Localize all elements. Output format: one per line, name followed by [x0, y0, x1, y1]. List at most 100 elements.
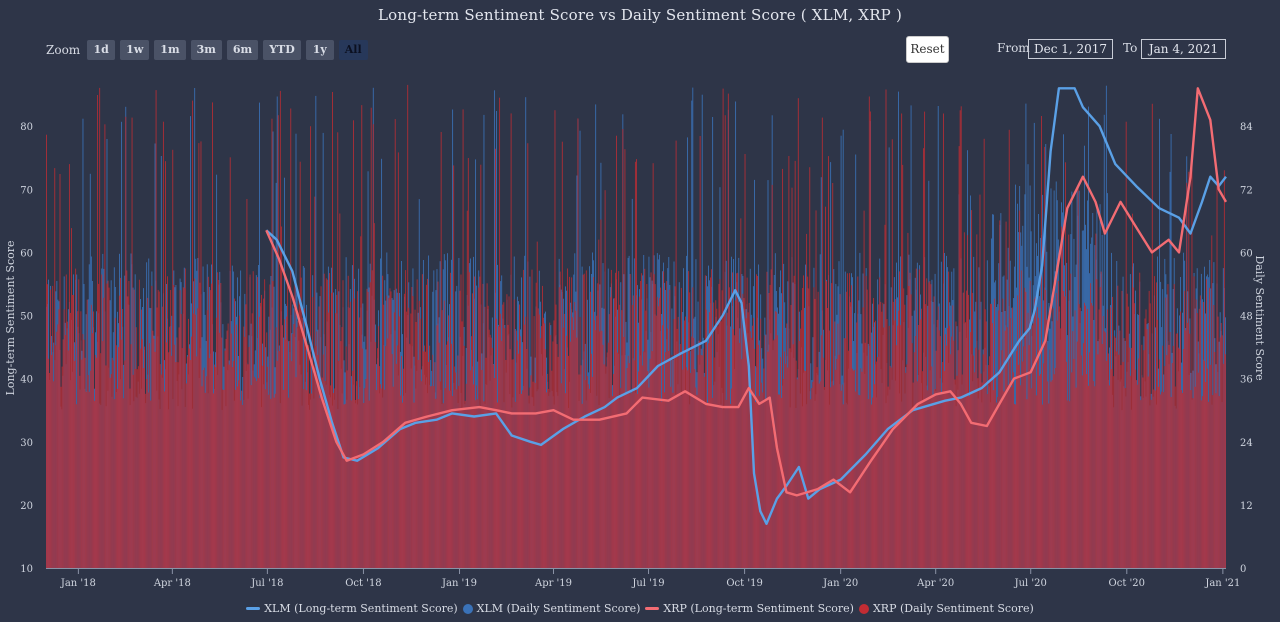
xrp-daily-bar [861, 371, 863, 568]
xrp-daily-bar [466, 210, 468, 568]
xrp-daily-bar [183, 288, 185, 568]
xrp-daily-bar [744, 154, 746, 568]
zoom-ytd-button[interactable]: YTD [263, 40, 301, 60]
xrp-daily-bar [1130, 347, 1132, 568]
zoom-1y-button[interactable]: 1y [305, 40, 334, 60]
x-tick-label: Jan '21 [1204, 578, 1240, 589]
zoom-1w-button[interactable]: 1w [120, 40, 150, 60]
xrp-daily-bar [859, 395, 861, 568]
xrp-daily-bar [650, 272, 652, 568]
xrp-daily-bar [1206, 279, 1207, 568]
xrp-daily-bar [298, 298, 300, 568]
xrp-daily-bar [542, 285, 543, 568]
xrp-daily-bar [1025, 291, 1027, 568]
xrp-daily-bar [1199, 295, 1201, 568]
zoom-all-button[interactable]: All [338, 40, 368, 60]
xrp-daily-bar [883, 327, 885, 568]
xrp-daily-bar [600, 219, 602, 568]
range-to-input[interactable]: Jan 4, 2021 [1141, 39, 1226, 59]
xrp-daily-bar [827, 308, 828, 568]
xrp-daily-bar [1161, 391, 1163, 568]
xrp-daily-bar [112, 360, 114, 568]
reset-zoom-button[interactable]: Reset [906, 36, 949, 63]
xrp-daily-bar [528, 395, 530, 568]
xlm-daily-bar [1015, 184, 1016, 568]
legend-item-xlm-daily[interactable]: XLM (Daily Sentiment Score) [462, 602, 640, 615]
xrp-daily-bar [53, 381, 55, 568]
xrp-daily-bar [1219, 337, 1221, 568]
zoom-1d-button[interactable]: 1d [87, 40, 116, 60]
xrp-daily-bar [854, 369, 856, 568]
xrp-daily-bar [716, 308, 718, 568]
xrp-daily-bar [164, 391, 165, 568]
xrp-daily-bar [169, 326, 171, 568]
xrp-daily-bar [662, 325, 663, 568]
xrp-daily-bar [1039, 375, 1040, 568]
xrp-daily-bar [1188, 171, 1190, 569]
xrp-daily-bar [620, 387, 622, 568]
xrp-daily-bar [884, 224, 886, 569]
xrp-daily-bar [844, 338, 846, 568]
xrp-daily-bar [384, 389, 386, 568]
xrp-daily-bar [265, 389, 267, 568]
legend-item-xlm-long-term[interactable]: XLM (Long-term Sentiment Score) [246, 602, 458, 615]
xrp-daily-bar [796, 379, 798, 568]
xrp-daily-bar [267, 366, 269, 568]
zoom-3m-button[interactable]: 3m [190, 40, 222, 60]
range-from-input[interactable]: Dec 1, 2017 [1028, 39, 1113, 59]
xrp-daily-bar [790, 305, 792, 568]
xrp-daily-bar [977, 378, 979, 568]
zoom-1m-button[interactable]: 1m [154, 40, 186, 60]
xrp-daily-bar [124, 360, 126, 568]
xrp-daily-bar [946, 345, 947, 568]
xrp-daily-bar [1077, 187, 1079, 568]
xrp-daily-bar [819, 381, 821, 568]
xrp-daily-bar [698, 340, 700, 568]
xrp-daily-bar [110, 374, 112, 568]
xrp-daily-bar [1015, 404, 1016, 568]
xrp-daily-bar [355, 400, 356, 568]
xrp-daily-bar [611, 396, 613, 568]
xrp-daily-bar [791, 187, 793, 568]
zoom-6m-button[interactable]: 6m [226, 40, 259, 60]
xrp-daily-bar [1081, 375, 1083, 568]
xrp-daily-bar [519, 304, 520, 568]
xrp-daily-bar [1064, 296, 1065, 568]
xrp-daily-bar [1004, 330, 1006, 568]
xrp-daily-bar [1167, 284, 1169, 568]
xrp-daily-bar [139, 348, 141, 568]
xrp-daily-bar [87, 375, 89, 568]
legend-item-xrp-long-term[interactable]: XRP (Long-term Sentiment Score) [645, 602, 854, 615]
xrp-daily-bar [742, 293, 744, 568]
xrp-daily-bar [720, 321, 722, 568]
xrp-daily-bar [652, 163, 654, 568]
xrp-daily-bar [452, 396, 454, 568]
range-to-label: To [1123, 41, 1138, 55]
xrp-daily-bar [548, 388, 550, 568]
xrp-daily-bar [893, 320, 895, 568]
xrp-daily-bar [711, 269, 713, 568]
xrp-daily-bar [1029, 280, 1031, 568]
xrp-daily-bar [604, 190, 606, 568]
xrp-daily-bar [567, 268, 568, 568]
xrp-daily-bar [668, 351, 670, 568]
xrp-daily-bar [341, 327, 343, 568]
xrp-daily-bar [336, 294, 338, 568]
xrp-daily-bar [1009, 317, 1011, 568]
xrp-daily-bar [301, 317, 303, 568]
xrp-daily-bar [726, 312, 728, 568]
xrp-daily-bar [935, 350, 937, 568]
xrp-daily-bar [841, 384, 843, 568]
xrp-daily-bar [975, 347, 977, 568]
xrp-daily-bar [1117, 285, 1119, 568]
legend-item-xrp-daily[interactable]: XRP (Daily Sentiment Score) [858, 602, 1034, 615]
xrp-daily-bar [1027, 312, 1029, 568]
xrp-daily-bar [444, 388, 446, 568]
xrp-daily-bar [250, 385, 252, 568]
xrp-daily-bar [119, 295, 120, 568]
xrp-daily-bar [916, 381, 918, 568]
xrp-daily-bar [798, 340, 800, 568]
xrp-daily-bar [196, 356, 198, 568]
xrp-daily-bar [52, 285, 54, 568]
xrp-daily-bar [572, 317, 574, 568]
